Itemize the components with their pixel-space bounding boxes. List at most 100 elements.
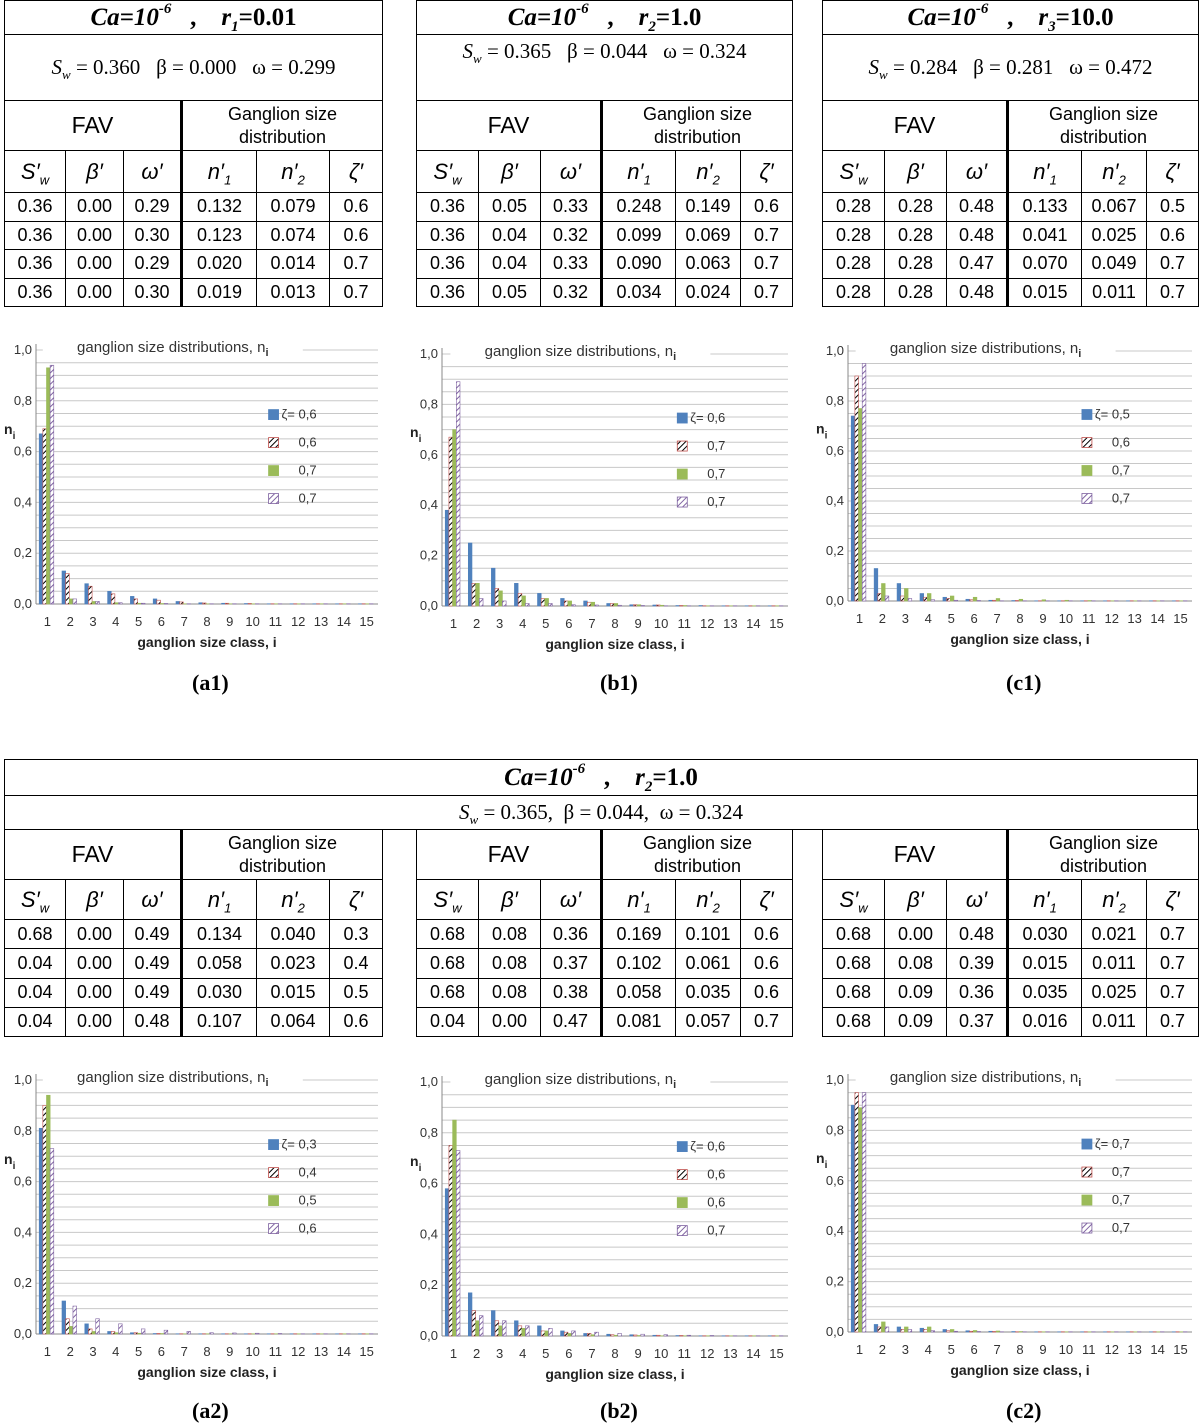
chart-title: ganglion size distributions, ni (890, 340, 1082, 360)
legend-swatch (268, 409, 279, 420)
bar (160, 1333, 165, 1335)
bar (873, 1324, 879, 1333)
cell: 0.36 (416, 220, 479, 250)
table-row: 0.68 0.00 0.49 0.134 0.040 0.3 (4, 918, 384, 950)
table-header: Ca=10-6 , r2=1.0 (4, 759, 1198, 796)
cell: 0.058 (600, 977, 677, 1008)
cell: 0.28 (822, 220, 885, 250)
x-tick-label: 11 (677, 1346, 691, 1361)
x-tick-label: 5 (135, 1344, 142, 1359)
x-tick-label: 7 (181, 1344, 188, 1359)
cell: 0.025 (1081, 977, 1148, 1008)
legend-swatch (268, 465, 279, 476)
x-tick-label: 1 (856, 611, 863, 626)
cell: 0.7 (739, 277, 794, 307)
legend-swatch (268, 1139, 279, 1150)
cell: 0.040 (256, 918, 331, 950)
legend-swatch (676, 1225, 688, 1236)
col-beta: β′ (884, 150, 947, 193)
table-header: Ca=10-6 , r2=1.0 (415, 0, 794, 35)
y-tick-label: 0,8 (420, 396, 438, 411)
x-tick-label: 4 (925, 611, 932, 626)
cell: 0.49 (122, 977, 183, 1008)
bar (277, 1333, 283, 1335)
cell: 0.7 (1146, 1006, 1200, 1038)
bar (540, 1330, 546, 1337)
legend-label: 0,6 (707, 1167, 725, 1182)
bar (942, 1329, 947, 1333)
bar (965, 1330, 970, 1333)
table-row: 0.68 0.08 0.37 0.102 0.061 0.6 (416, 948, 794, 979)
y-tick-label: 0,2 (14, 545, 32, 560)
cell: 0.28 (822, 192, 885, 222)
x-tick-label: 7 (588, 616, 595, 631)
bar (479, 1315, 484, 1337)
col-zeta: ζ′ (1145, 150, 1200, 193)
x-tick-label: 9 (226, 614, 233, 629)
col-omega: ω′ (540, 150, 602, 193)
x-tick-label: 12 (1104, 1342, 1118, 1357)
legend-swatch (1081, 465, 1093, 476)
bar (114, 602, 119, 605)
x-tick-label: 15 (1173, 1342, 1187, 1357)
y-tick-label: 0,6 (826, 1173, 844, 1188)
cell: 0.7 (1146, 918, 1200, 950)
bar (479, 598, 484, 607)
bar (160, 603, 165, 605)
bar (900, 595, 905, 602)
bar (884, 595, 890, 602)
chart-title: ganglion size distributions, ni (485, 343, 677, 363)
cell: 0.68 (4, 918, 66, 950)
y-tick-label: 0,4 (420, 1226, 438, 1241)
bar (537, 1325, 542, 1337)
cell: 0.081 (600, 1006, 677, 1038)
cell: 0.68 (822, 1006, 885, 1038)
table-a2: FAV Ganglion size distribution S′w β′ ω′ … (3, 829, 384, 1038)
bar (919, 593, 924, 602)
bar (88, 585, 93, 605)
x-tick-label: 2 (879, 1342, 886, 1357)
cell: 0.04 (4, 1006, 66, 1038)
y-tick-label: 0,6 (420, 1176, 438, 1191)
x-tick-label: 9 (226, 1344, 233, 1359)
cell: 0.6 (329, 1006, 384, 1038)
bar (617, 1333, 622, 1337)
bar (659, 604, 665, 607)
y-tick-label: 0,8 (420, 1125, 438, 1140)
x-tick-label: 1 (450, 1346, 457, 1361)
chart-a1: 0,0 0,2 0,4 0,6 0,8 1,0 ganglion size distribu… (4, 338, 378, 650)
cell: 0.09 (884, 977, 947, 1008)
bar (114, 1332, 119, 1335)
col-beta: β′ (65, 150, 124, 193)
x-tick-label: 11 (1082, 611, 1096, 626)
cell: 0.7 (328, 277, 384, 307)
chart-b1: 0,0 0,2 0,4 0,6 0,8 1,0 ganglion size distribu… (410, 342, 788, 652)
cell: 0.08 (478, 918, 541, 950)
bar (163, 1329, 169, 1335)
bar (540, 598, 546, 607)
bar (95, 601, 100, 605)
bar (583, 1333, 588, 1337)
bar (494, 588, 500, 607)
table-row: 0.36 0.00 0.30 0.019 0.013 0.7 (4, 277, 384, 307)
bar (679, 1335, 684, 1337)
legend-swatch (676, 496, 688, 508)
bar (610, 603, 615, 607)
cell: 0.6 (740, 918, 794, 950)
bar (521, 1328, 526, 1337)
x-tick-label: 13 (1127, 611, 1141, 626)
bar (65, 1318, 70, 1335)
chart-title: ganglion size distributions, ni (485, 1071, 677, 1091)
bar (850, 415, 856, 602)
legend-swatch (268, 493, 279, 504)
table-row: 0.36 0.05 0.33 0.248 0.149 0.6 (416, 192, 794, 222)
fav-label: FAV (416, 100, 602, 151)
legend-label: 0,7 (1112, 1164, 1130, 1179)
legend-label: ζ= 0,6 (690, 410, 725, 425)
cell: 0.00 (65, 1006, 124, 1038)
x-tick-label: 2 (67, 614, 74, 629)
x-tick-label: 10 (245, 614, 259, 629)
bar (560, 598, 565, 607)
x-tick-label: 6 (158, 1344, 165, 1359)
bar (456, 381, 461, 607)
